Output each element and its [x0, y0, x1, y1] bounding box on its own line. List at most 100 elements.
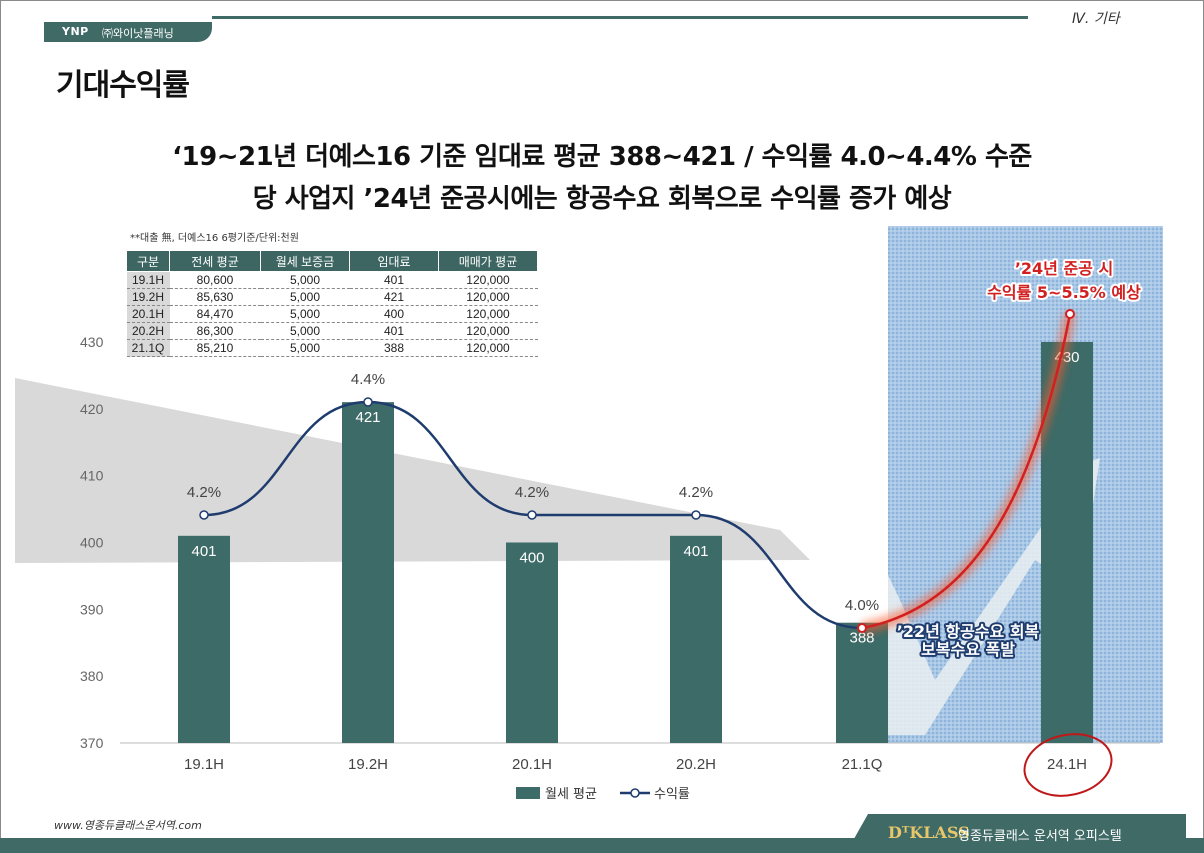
rent-table-period: 21.1Q — [126, 339, 170, 357]
forecast-point — [1065, 309, 1075, 319]
yield-point — [527, 510, 537, 520]
x-tick-label: 20.2H — [676, 756, 716, 773]
x-tick-label: 21.1Q — [842, 756, 883, 773]
rent-table-period: 20.1H — [126, 305, 170, 323]
rent-table-header-4: 매매가 평균 — [438, 250, 538, 272]
brand-name: 영종듀클래스 운서역 오피스텔 — [958, 829, 1122, 844]
rent-table-cell: 80,600 — [169, 271, 261, 289]
rent-table-cell: 120,000 — [438, 271, 538, 289]
x-tick-label: 24.1H — [1047, 756, 1087, 773]
brand-logo: DᵁKLASS — [888, 823, 970, 842]
rent-table-cell: 120,000 — [438, 288, 538, 306]
company-name: ㈜와이낫플래닝 — [102, 27, 174, 40]
rent-table-cell: 5,000 — [260, 288, 350, 306]
y-tick-label: 380 — [80, 668, 104, 684]
rent-table-cell: 401 — [349, 271, 439, 289]
x-tick-label: 19.2H — [348, 756, 388, 773]
headline-line-2: 당 사업지 ’24년 준공시에는 항공수요 회복으로 수익률 증가 예상 — [252, 184, 952, 214]
rent-table-period: 19.2H — [126, 288, 170, 306]
rent-table: 구분 전세 평균 월세 보증금 임대료 매매가 평균 19.1H 80,600 5,000 4… — [126, 250, 538, 357]
forecast-label-line-2: 수익률 5~5.5% 예상 — [987, 283, 1141, 302]
bar-value-label: 388 — [849, 630, 874, 647]
company-logo: YNP — [62, 25, 89, 38]
rent-table-cell: 388 — [349, 339, 439, 357]
yield-point — [363, 397, 373, 407]
table-row: 19.2H 85,630 5,000 421 120,000 — [126, 288, 538, 306]
rent-table-cell: 120,000 — [438, 322, 538, 340]
rent-table-cell: 120,000 — [438, 339, 538, 357]
footer-brand: DᵁKLASS 영종듀클래스 운서역 오피스텔 — [846, 814, 1186, 853]
yield-value-label: 4.0% — [845, 597, 879, 614]
forecast-start-point — [857, 623, 867, 633]
rent-table-header-2: 월세 보증금 — [260, 250, 350, 272]
yield-point — [691, 510, 701, 520]
highlight-circle — [1023, 733, 1113, 797]
header-divider — [212, 16, 1028, 19]
y-tick-label: 390 — [80, 601, 104, 617]
recovery-label-line-2-outline: 보복수요 폭발 — [921, 640, 1015, 659]
section-label: Ⅳ. 기타 — [1072, 11, 1120, 27]
recovery-label-line-1: ’22년 항공수요 회복 — [897, 622, 1040, 641]
y-tick-label: 400 — [80, 535, 104, 551]
rent-table-cell: 85,210 — [169, 339, 261, 357]
rent-table-cell: 400 — [349, 305, 439, 323]
bar-value-label: 421 — [355, 409, 380, 426]
legend-line-marker — [630, 788, 640, 798]
yield-value-label: 4.4% — [351, 371, 385, 388]
rent-table-period: 19.1H — [126, 271, 170, 289]
recovery-label-line-2: 보복수요 폭발 — [921, 640, 1015, 659]
rent-table-cell: 421 — [349, 288, 439, 306]
recovery-label-line-1-outline: ’22년 항공수요 회복 — [897, 622, 1040, 641]
rent-table-cell: 5,000 — [260, 322, 350, 340]
rent-table-header-1: 전세 평균 — [169, 250, 261, 272]
rent-table-cell: 401 — [349, 322, 439, 340]
table-note: **대출 無, 더예스16 6평기준/단위:천원 — [130, 233, 299, 244]
bar-21.1Q — [836, 622, 888, 743]
bar-value-label: 400 — [519, 550, 544, 567]
x-tick-label: 19.1H — [184, 756, 224, 773]
legend-bar-label: 월세 평균 — [545, 787, 597, 802]
bar-value-label: 401 — [683, 543, 708, 560]
forecast-label-line-2-outline: 수익률 5~5.5% 예상 — [987, 283, 1141, 302]
trend-band — [15, 378, 810, 563]
forecast-label-line-1-outline: ’24년 준공 시 — [1015, 259, 1113, 278]
rent-table-cell: 120,000 — [438, 305, 538, 323]
yield-point — [199, 510, 209, 520]
yield-line — [203, 400, 863, 630]
bar-19.2H — [342, 402, 394, 743]
bar-20.2H — [670, 535, 722, 743]
bar-20.1H — [506, 542, 558, 743]
y-tick-label: 370 — [80, 735, 104, 751]
table-row: 19.1H 80,600 5,000 401 120,000 — [126, 271, 538, 289]
rent-table-header-3: 임대료 — [349, 250, 439, 272]
rent-table-header-0: 구분 — [126, 250, 170, 272]
table-row: 21.1Q 85,210 5,000 388 120,000 — [126, 339, 538, 357]
legend-bar-swatch — [516, 787, 540, 799]
forecast-label-line-1: ’24년 준공 시 — [1015, 259, 1113, 278]
rent-table-header-row: 구분 전세 평균 월세 보증금 임대료 매매가 평균 — [126, 250, 538, 272]
rent-table-period: 20.2H — [126, 322, 170, 340]
table-row: 20.1H 84,470 5,000 400 120,000 — [126, 305, 538, 323]
rent-table-cell: 5,000 — [260, 339, 350, 357]
yield-value-label: 4.2% — [187, 484, 221, 501]
website-url: www.영종듀클래스운서역.com — [54, 819, 202, 832]
yield-value-label: 4.2% — [515, 484, 549, 501]
rent-table-cell: 85,630 — [169, 288, 261, 306]
forecast-curve — [861, 313, 1072, 630]
company-header-bar: YNP ㈜와이낫플래닝 — [44, 22, 212, 42]
y-tick-label: 420 — [80, 401, 104, 417]
page-title: 기대수익률 — [56, 68, 190, 103]
bar-19.1H — [178, 535, 230, 743]
x-tick-label: 20.1H — [512, 756, 552, 773]
legend-line-label: 수익률 — [654, 787, 690, 802]
headline-line-1: ‘19~21년 더예스16 기준 임대료 평균 388~421 / 수익률 4.… — [172, 142, 1032, 172]
y-tick-label: 430 — [80, 334, 104, 350]
rent-table-cell: 86,300 — [169, 322, 261, 340]
rent-table-cell: 84,470 — [169, 305, 261, 323]
yield-value-label: 4.2% — [679, 484, 713, 501]
table-row: 20.2H 86,300 5,000 401 120,000 — [126, 322, 538, 340]
rent-table-cell: 5,000 — [260, 305, 350, 323]
y-tick-label: 410 — [80, 468, 104, 484]
rent-table-cell: 5,000 — [260, 271, 350, 289]
